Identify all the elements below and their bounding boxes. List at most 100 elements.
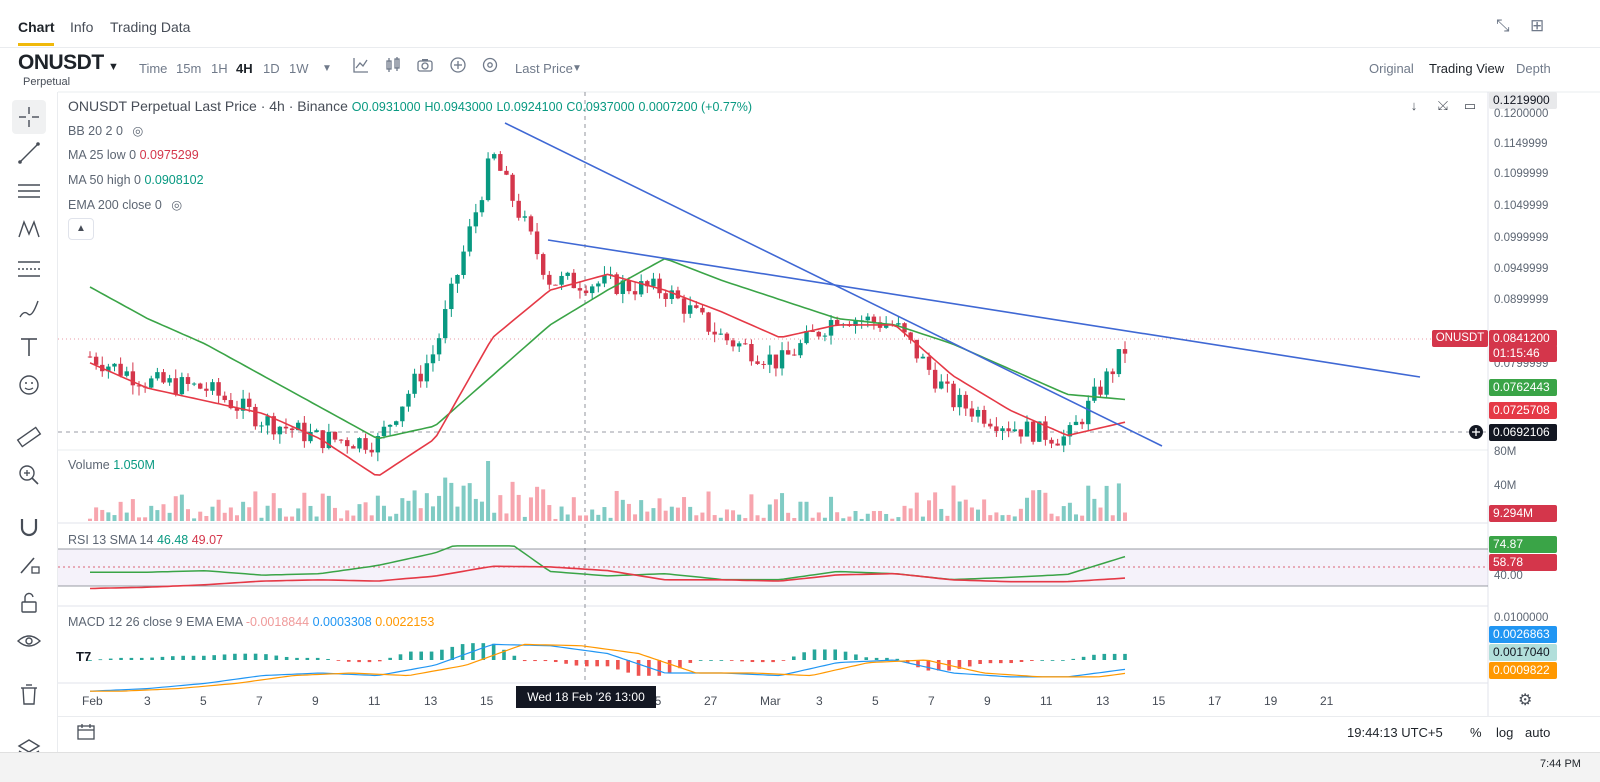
collapse-legend-chevron-up-icon[interactable]: ▲ [68, 218, 94, 240]
ruler-icon[interactable] [12, 420, 46, 454]
layout-grid-icon[interactable]: ⊞ [1530, 16, 1545, 35]
candle-body [792, 354, 797, 356]
hidden-eye-icon[interactable]: ◎ [171, 198, 183, 212]
emoji-icon[interactable] [12, 368, 46, 402]
ohlc-open: O0.0931000 [351, 100, 421, 114]
candle-body [130, 371, 136, 386]
fullscreen-icon[interactable]: ▭ [1463, 98, 1477, 113]
candle-body [443, 309, 448, 339]
ma25-price-tag: 0.0725708 [1489, 402, 1557, 419]
indicators-icon[interactable] [350, 56, 372, 78]
timeframe-4h[interactable]: 4H [236, 61, 253, 76]
candle-body [571, 272, 577, 289]
screenshot-camera-icon[interactable] [414, 56, 436, 78]
fib-retracement-icon[interactable] [12, 252, 46, 286]
volume-bar [976, 509, 981, 521]
macd-histogram-bar [626, 660, 630, 673]
macd-histogram-bar [243, 653, 248, 660]
time-axis-label: 13 [424, 694, 438, 708]
tab-chart[interactable]: Chart [18, 19, 55, 35]
candle-body [406, 393, 411, 407]
price-source-dropdown-icon[interactable]: ▼ [572, 63, 582, 74]
candle-body [626, 280, 632, 292]
taskbar-clock: 7:44 PM [1540, 758, 1581, 770]
volume-bar [737, 514, 742, 521]
timeframe-15m[interactable]: 15m [176, 61, 202, 76]
zoom-in-icon[interactable] [12, 458, 46, 492]
candle-body [651, 278, 656, 287]
symbol-dropdown-icon[interactable]: ▼ [108, 61, 119, 73]
legend-ema200[interactable]: EMA 200 close 0 ◎ [68, 197, 182, 212]
view-original[interactable]: Original [1369, 61, 1414, 76]
volume-bar [247, 507, 252, 521]
timeframe-time[interactable]: Time [139, 61, 168, 76]
tab-trading-data[interactable]: Trading Data [110, 19, 191, 35]
volume-bar [963, 499, 968, 521]
candle-body [736, 343, 742, 347]
ohlc-close: C0.0937000 [566, 100, 635, 114]
timeframe-1h[interactable]: 1H [211, 61, 228, 76]
log-toggle[interactable]: log [1496, 725, 1514, 740]
percent-toggle[interactable]: % [1470, 725, 1482, 740]
candle-body [222, 395, 227, 401]
text-tool-icon[interactable] [12, 330, 46, 364]
volume-bar [1061, 506, 1066, 521]
legend-ma50[interactable]: MA 50 high 0 0.0908102 [68, 173, 204, 187]
add-plus-icon[interactable] [447, 56, 469, 78]
time-axis-label: 3 [816, 694, 823, 708]
candle-body [1122, 349, 1128, 354]
volume-bar [541, 489, 546, 521]
candle-type-icon[interactable] [382, 56, 404, 78]
date-range-calendar-icon[interactable] [76, 722, 96, 747]
download-arrow-icon[interactable]: ↓ [1410, 98, 1418, 113]
axis-tick: 0.0999999 [1494, 232, 1549, 244]
volume-bar [492, 512, 497, 521]
price-source-select[interactable]: Last Price [515, 61, 573, 76]
candle-body [357, 438, 362, 449]
volume-bar [620, 499, 625, 521]
timeframe-1w[interactable]: 1W [289, 61, 309, 76]
legend-ma25[interactable]: MA 25 low 0 0.0975299 [68, 148, 199, 162]
visibility-eye-icon[interactable] [12, 624, 46, 658]
candle-body [112, 363, 117, 367]
collapse-arrows-icon[interactable]: ⤩ [1437, 98, 1449, 113]
candle-body [522, 216, 528, 218]
volume-bar [1092, 498, 1097, 521]
time-axis-label: 11 [368, 694, 381, 708]
hidden-eye-icon[interactable]: ◎ [132, 124, 144, 138]
macd-histogram-bar [957, 660, 962, 669]
view-depth[interactable]: Depth [1516, 61, 1551, 76]
volume-bar [204, 515, 209, 521]
unlock-icon[interactable] [12, 586, 46, 620]
settings-gear-icon[interactable] [479, 56, 501, 78]
candle-body [283, 426, 289, 429]
view-trading-view[interactable]: Trading View [1429, 61, 1505, 76]
settings-gear-icon[interactable]: ⚙ [1518, 692, 1533, 709]
tab-info[interactable]: Info [70, 19, 94, 35]
candle-body [93, 356, 99, 365]
pattern-tool-icon[interactable] [12, 212, 46, 246]
timeframe-more-icon[interactable]: ▼ [322, 63, 332, 74]
lock-drawing-pencil-icon[interactable] [12, 548, 46, 582]
ma25-value: 0.0975299 [139, 148, 199, 162]
clock-timezone[interactable]: 19:44:13 UTC+5 [1347, 725, 1443, 740]
legend-bb[interactable]: BB 20 2 0 ◎ [68, 123, 143, 138]
trend-line-icon[interactable] [12, 136, 46, 170]
horizontal-lines-icon[interactable] [12, 174, 46, 208]
crosshair-icon[interactable] [12, 100, 46, 134]
auto-toggle[interactable]: auto [1525, 725, 1551, 740]
timeframe-1d[interactable]: 1D [263, 61, 280, 76]
symbol-name[interactable]: ONUSDT [18, 51, 104, 74]
volume-bar [767, 504, 772, 521]
magnet-icon[interactable] [12, 510, 46, 544]
expand-icon[interactable]: ⤡ [1496, 16, 1510, 35]
symbol-price-tag: ONUSDT [1432, 330, 1488, 347]
volume-axis-tick: 40M [1494, 480, 1517, 492]
candle-body [1006, 428, 1011, 432]
brush-icon[interactable] [12, 292, 46, 326]
trash-icon[interactable] [12, 678, 46, 712]
volume-bar [112, 515, 117, 521]
macd-histogram-bar [678, 660, 682, 669]
time-axis-label: Mar [760, 694, 781, 708]
